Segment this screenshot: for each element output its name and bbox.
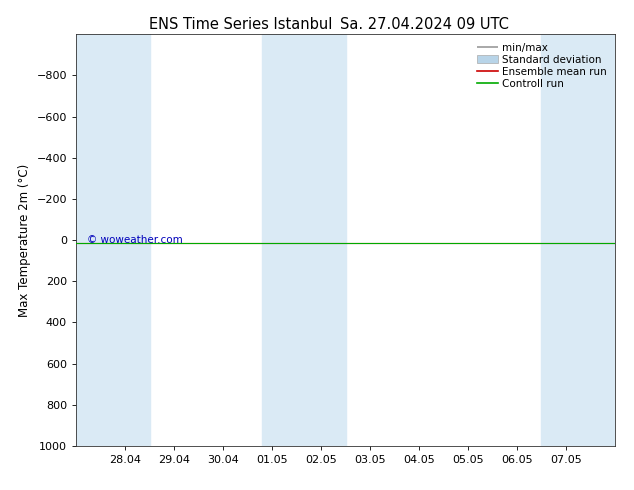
Bar [262, 34, 346, 446]
Text: © woweather.com: © woweather.com [87, 235, 183, 245]
Text: ENS Time Series Istanbul: ENS Time Series Istanbul [149, 17, 333, 32]
Bar [76, 34, 150, 446]
Text: Sa. 27.04.2024 09 UTC: Sa. 27.04.2024 09 UTC [340, 17, 509, 32]
Bar [541, 34, 615, 446]
Y-axis label: Max Temperature 2m (°C): Max Temperature 2m (°C) [18, 164, 31, 317]
Legend: min/max, Standard deviation, Ensemble mean run, Controll run: min/max, Standard deviation, Ensemble me… [474, 40, 610, 92]
